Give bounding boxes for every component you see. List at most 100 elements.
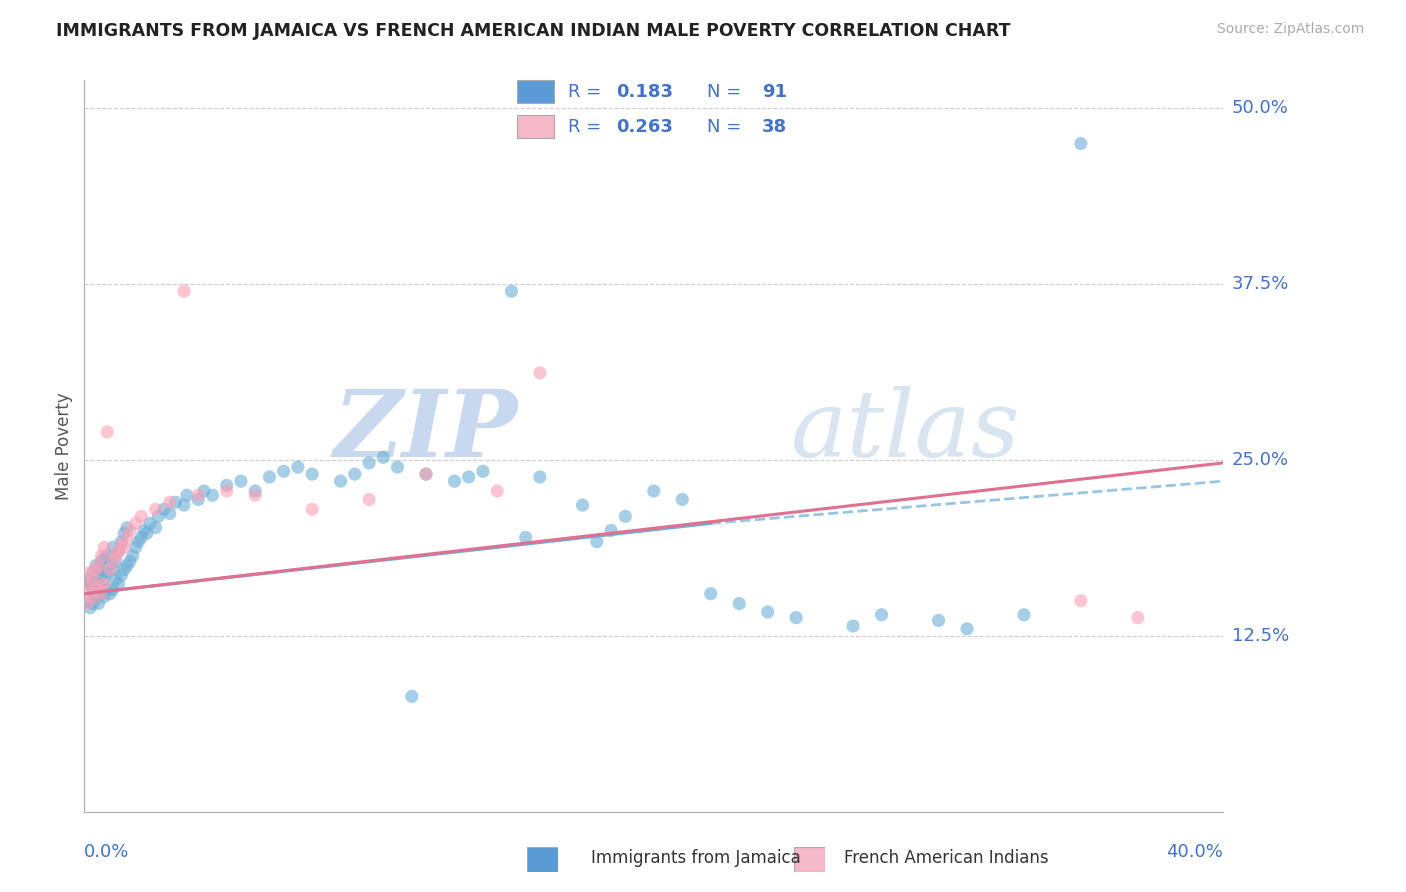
Point [96,549,118,563]
Point [96,566,118,580]
Point [193,483,215,498]
Point [373,450,395,465]
Point [529,470,551,484]
Point [121,549,143,563]
Point [115,558,138,573]
Point [139,516,162,531]
Point [79,577,101,591]
Point [756,605,779,619]
Point [529,366,551,380]
Point [118,524,141,538]
Point [110,537,132,551]
Point [101,541,124,555]
Text: N =: N = [707,118,747,136]
Point [415,467,437,482]
Point [515,530,537,544]
Text: 38: 38 [762,118,787,136]
Text: 0.183: 0.183 [616,83,673,101]
Point [101,563,124,577]
Text: 37.5%: 37.5% [1232,276,1289,293]
Point [84,575,107,590]
Point [842,619,865,633]
Point [84,563,107,577]
Point [229,474,252,488]
Point [173,285,195,299]
Point [145,520,167,534]
Point [84,591,107,605]
Point [127,534,149,549]
Point [329,474,352,488]
Point [1126,610,1149,624]
Point [82,566,104,580]
Text: R =: R = [568,118,607,136]
Point [457,470,479,484]
Text: French American Indians: French American Indians [844,849,1049,867]
Point [124,541,146,555]
Text: 50.0%: 50.0% [1232,99,1289,118]
Point [159,495,181,509]
Point [153,502,176,516]
Point [136,526,159,541]
Text: IMMIGRANTS FROM JAMAICA VS FRENCH AMERICAN INDIAN MALE POVERTY CORRELATION CHART: IMMIGRANTS FROM JAMAICA VS FRENCH AMERIC… [56,22,1011,40]
Point [176,488,198,502]
Point [359,492,381,507]
Point [173,498,195,512]
Point [104,549,127,563]
Point [107,544,129,558]
Point [785,610,807,624]
Point [148,509,170,524]
Point [79,600,101,615]
Point [273,464,295,478]
Point [643,483,665,498]
Point [259,470,281,484]
Point [215,478,238,492]
Point [82,573,104,587]
Point [82,591,104,605]
Point [165,495,187,509]
Text: 25.0%: 25.0% [1232,451,1289,469]
Point [159,507,181,521]
Point [112,526,135,541]
Point [90,549,112,563]
Point [187,488,209,502]
Point [76,573,98,587]
Point [201,488,224,502]
Point [700,587,723,601]
Point [215,483,238,498]
Point [82,582,104,597]
Text: Source: ZipAtlas.com: Source: ZipAtlas.com [1216,22,1364,37]
Point [79,566,101,580]
Text: 40.0%: 40.0% [1167,843,1223,861]
Point [98,563,121,577]
Point [287,460,309,475]
Point [1070,136,1092,151]
Point [145,502,167,516]
Point [956,622,979,636]
Point [1070,593,1092,607]
Point [115,520,138,534]
Text: atlas: atlas [790,386,1019,476]
Point [112,563,135,577]
Point [131,509,153,524]
Point [110,568,132,582]
Point [90,568,112,582]
Point [107,577,129,591]
Point [110,534,132,549]
Point [101,582,124,597]
Point [187,492,209,507]
Text: ZIP: ZIP [333,386,517,476]
Point [90,587,112,601]
Point [107,544,129,558]
Text: Immigrants from Jamaica: Immigrants from Jamaica [591,849,800,867]
Point [76,597,98,611]
Text: 0.263: 0.263 [616,118,672,136]
Point [486,483,509,498]
Point [112,541,135,555]
Point [90,554,112,568]
Point [472,464,495,478]
Point [586,534,609,549]
Point [87,563,110,577]
Point [401,690,423,704]
Text: 12.5%: 12.5% [1232,627,1289,645]
Point [93,573,115,587]
